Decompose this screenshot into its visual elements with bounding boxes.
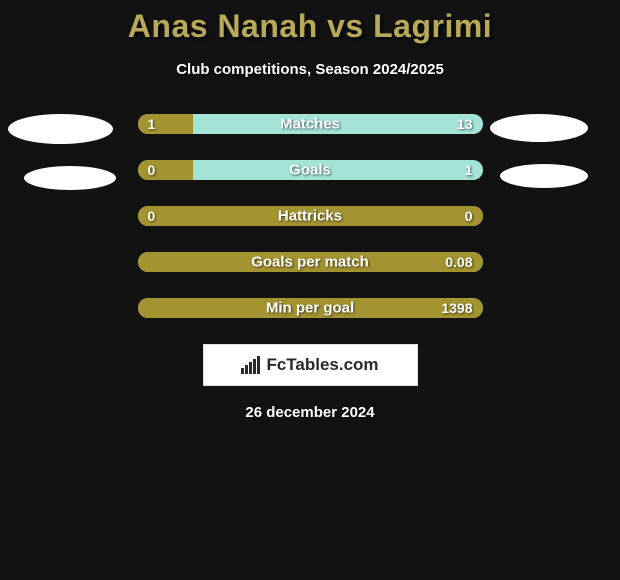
stat-row: Goals01	[138, 160, 483, 180]
bar-track	[138, 206, 483, 226]
bar-left-fill	[138, 114, 193, 134]
stat-row: Goals per match0.08	[138, 252, 483, 272]
bar-track	[138, 252, 483, 272]
bar-left-fill	[138, 298, 483, 318]
brand-logo-box: FcTables.com	[203, 344, 418, 386]
bar-track	[138, 298, 483, 318]
brand-logo-text: FcTables.com	[266, 355, 378, 375]
bar-left-fill	[138, 160, 193, 180]
bar-left-fill	[138, 252, 483, 272]
bar-track	[138, 160, 483, 180]
player-left-avatar	[8, 114, 113, 144]
bar-left-fill	[138, 206, 483, 226]
bar-track	[138, 114, 483, 134]
player-right-avatar	[490, 114, 588, 142]
bar-chart-icon	[241, 356, 261, 374]
comparison-chart: Matches113 Goals01 Hattricks00 Goals per ma…	[0, 114, 620, 318]
team-left-logo	[24, 166, 116, 190]
stat-row: Min per goal1398	[138, 298, 483, 318]
team-right-logo	[500, 164, 588, 188]
subtitle: Club competitions, Season 2024/2025	[0, 61, 620, 78]
stat-row: Hattricks00	[138, 206, 483, 226]
brand-logo: FcTables.com	[241, 355, 378, 375]
date-caption: 26 december 2024	[0, 404, 620, 421]
page-title: Anas Nanah vs Lagrimi	[0, 0, 620, 45]
stat-row: Matches113	[138, 114, 483, 134]
stat-rows-container: Matches113 Goals01 Hattricks00 Goals per ma…	[0, 114, 620, 318]
